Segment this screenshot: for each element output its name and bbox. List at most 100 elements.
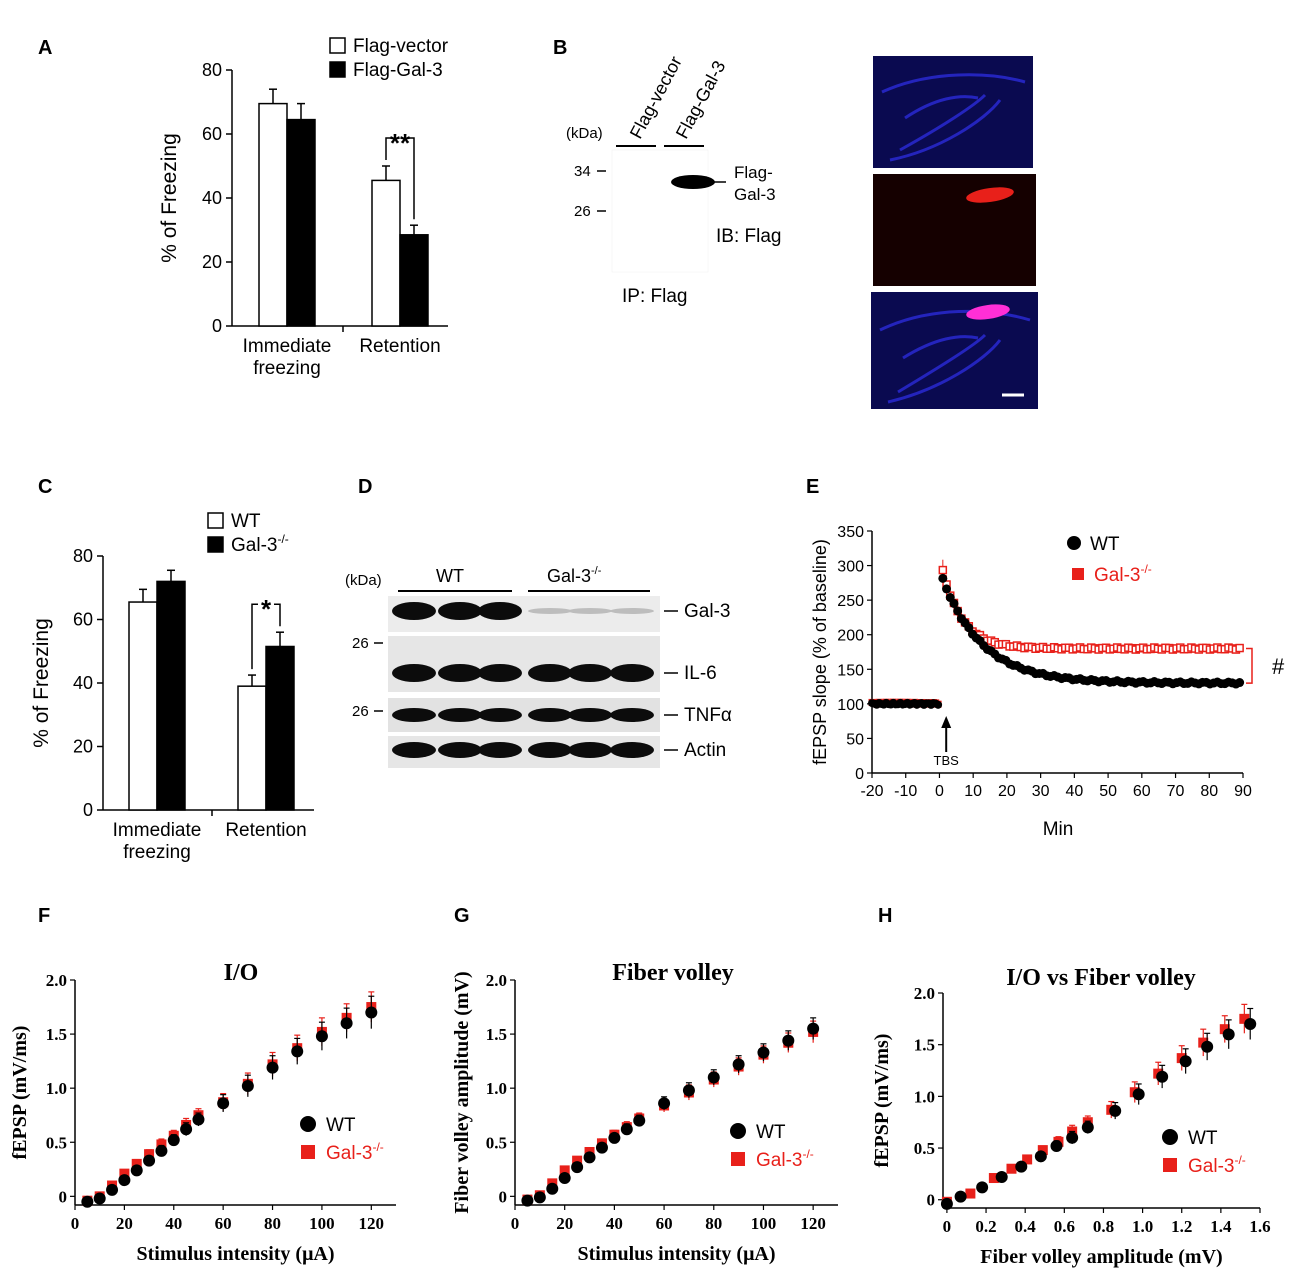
c-bar-s0-c0 <box>128 601 158 811</box>
f-ytick-label-4: 2.0 <box>46 971 67 990</box>
f-x-axis-label: Stimulus intensity (μA) <box>136 1243 334 1265</box>
g-ytick-label-4: 2.0 <box>486 971 507 990</box>
e-point-s0-30 <box>942 584 952 594</box>
blot-d-group-ko-sup: -/- <box>591 565 602 577</box>
h-xtick-label-6: 1.2 <box>1171 1217 1192 1236</box>
blot-d-band-r0-l4 <box>568 608 612 614</box>
h-legend-marker-1 <box>1163 1158 1177 1172</box>
e-sig-bracket <box>1246 647 1253 684</box>
blot-d-band-label-actin: Actin <box>684 740 726 761</box>
e-point-s1-29 <box>938 565 948 575</box>
panel-letter-e: E <box>806 476 819 498</box>
g-xtick-label-1: 20 <box>556 1214 573 1233</box>
blot-b-membrane <box>611 149 709 273</box>
c-ytick-label-3: 60 <box>73 610 93 630</box>
micrographs-b <box>871 56 1038 409</box>
e-xtick-label-0: -20 <box>860 783 883 800</box>
c-legend-name-1: Gal-3 <box>231 535 277 556</box>
g-legend-label-1: Gal-3-/- <box>756 1147 814 1171</box>
h-ytick-label-0: 0 <box>927 1191 936 1210</box>
g-point-s0-7 <box>608 1131 621 1144</box>
g-title: Fiber volley <box>612 960 734 986</box>
f-xtick-label-6: 120 <box>359 1214 385 1233</box>
micrograph-merge <box>871 292 1038 409</box>
blot-d-band-label-il6: IL-6 <box>684 663 717 684</box>
g-legend-label-0: WT <box>756 1122 786 1143</box>
h-point-s0-8 <box>1081 1121 1094 1134</box>
g-point-s0-0 <box>521 1194 534 1207</box>
e-ytick-label-0: 0 <box>855 766 864 783</box>
g-point-s0-15 <box>782 1034 795 1047</box>
e-xtick-label-8: 60 <box>1133 783 1151 800</box>
blot-d-band-r1-l0 <box>392 664 436 682</box>
panel-letter-c: C <box>38 476 52 498</box>
h-x-axis-label: Fiber volley amplitude (mV) <box>980 1246 1222 1268</box>
h-point-s1-1 <box>965 1188 976 1199</box>
panel-letter-f: F <box>38 905 50 927</box>
g-xtick-label-4: 80 <box>705 1214 722 1233</box>
e-xtick-label-2: 0 <box>935 783 944 800</box>
g-legend-marker-0 <box>730 1123 746 1139</box>
h-point-s0-12 <box>1179 1055 1192 1068</box>
g-point-s0-13 <box>732 1058 745 1071</box>
f-title: I/O <box>224 960 259 986</box>
blot-d-band-r1-l3 <box>528 664 572 682</box>
g-point-s0-14 <box>757 1046 770 1059</box>
a-ytick-label-0: 0 <box>212 316 222 336</box>
blot-b-ip-label: IP: Flag <box>622 286 687 307</box>
e-x-axis-label: Min <box>1043 819 1074 840</box>
h-point-s0-9 <box>1109 1104 1122 1117</box>
e-xtick-label-5: 30 <box>1032 783 1050 800</box>
h-point-s1-14 <box>1219 1024 1230 1035</box>
h-ytick-label-4: 2.0 <box>914 984 935 1003</box>
e-legend-name-0: WT <box>1090 534 1120 555</box>
h-point-s0-0 <box>940 1197 953 1210</box>
micrograph-dapi-hippocampus <box>881 73 1026 162</box>
h-legend-marker-0 <box>1162 1129 1178 1145</box>
f-point-s0-6 <box>155 1144 168 1157</box>
g-point-s0-10 <box>658 1097 671 1110</box>
g-xtick-label-3: 60 <box>656 1214 673 1233</box>
f-point-s1-3 <box>119 1168 130 1179</box>
panel-letter-a: A <box>38 37 52 59</box>
h-point-s0-15 <box>1244 1018 1257 1031</box>
f-point-s0-11 <box>241 1080 254 1093</box>
g-point-s0-6 <box>595 1141 608 1154</box>
blot-d-band-r3-l5 <box>610 742 654 758</box>
c-legend-name-0: WT <box>231 511 261 532</box>
c-ytick-label-4: 80 <box>73 546 93 566</box>
panel-letter-g: G <box>454 905 470 927</box>
c-sig-bracket-right <box>274 603 281 627</box>
h-legend-label-0: WT <box>1188 1128 1218 1149</box>
f-point-s0-1 <box>93 1192 106 1205</box>
h-point-s1-5 <box>1037 1145 1048 1156</box>
e-legend-name-1: Gal-3 <box>1094 565 1140 586</box>
h-xtick-label-4: 0.8 <box>1093 1217 1114 1236</box>
e-ytick-label-7: 350 <box>837 524 864 541</box>
blot-b-marker-34: 34 <box>574 163 591 180</box>
f-point-s0-7 <box>167 1134 180 1147</box>
panel-letter-h: H <box>878 905 892 927</box>
a-bar-s1-c0 <box>286 118 316 327</box>
f-legend-label-0: WT <box>326 1115 356 1136</box>
f-point-s0-14 <box>315 1030 328 1043</box>
h-point-s0-7 <box>1066 1131 1079 1144</box>
g-xtick-label-2: 40 <box>606 1214 623 1233</box>
blot-d-group-ko-name: Gal-3 <box>547 566 591 586</box>
h-legend-name-1: Gal-3 <box>1188 1156 1234 1177</box>
a-legend-name-0: Flag-vector <box>353 36 449 57</box>
chart-h-io-vs-fiber-volley: 0 0.5 1.0 1.5 2.0 0 0.2 0.4 0.6 0.8 1.0 1.2 1.4 1.6 I/… <box>871 965 1271 1268</box>
a-y-axis-label: % of Freezing <box>158 133 181 263</box>
blot-d-marker-2: 26 <box>352 703 369 720</box>
h-xtick-label-1: 0.2 <box>975 1217 996 1236</box>
e-ytick-label-5: 250 <box>837 593 864 610</box>
e-tbs-arrow-head <box>941 716 952 728</box>
blot-b-band-label-2: Gal-3 <box>734 185 776 204</box>
f-point-s0-0 <box>81 1195 94 1208</box>
f-xtick-label-1: 20 <box>116 1214 133 1233</box>
e-point-s0-29 <box>938 573 948 583</box>
micrograph-merge-signal <box>966 304 1010 320</box>
blot-d-group-wt: WT <box>436 566 464 586</box>
f-ytick-label-1: 0.5 <box>46 1133 67 1152</box>
